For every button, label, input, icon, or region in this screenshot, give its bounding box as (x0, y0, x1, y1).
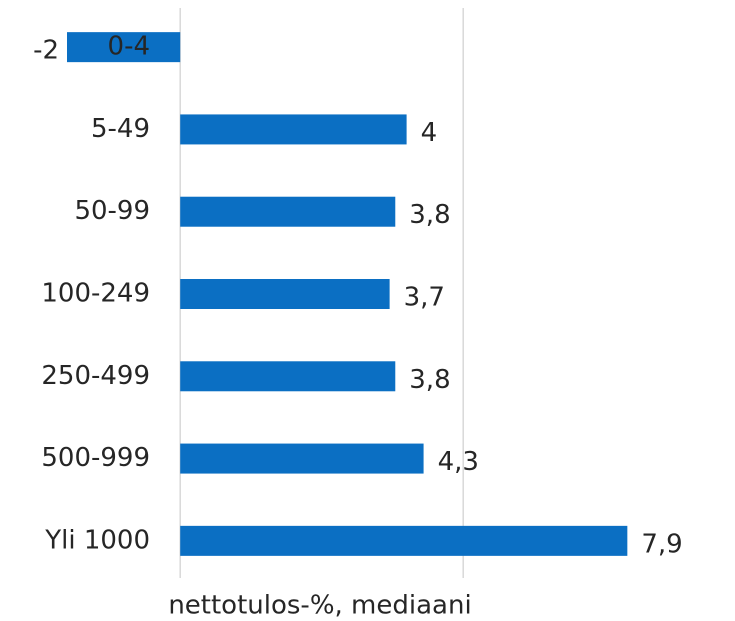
bar (67, 32, 181, 63)
x-axis-title: nettotulos-%, mediaani (168, 591, 471, 621)
value-label: 4,3 (438, 447, 479, 477)
y-tick-label: 50-99 (74, 196, 150, 226)
bar (180, 525, 628, 556)
y-tick-label: 250-499 (41, 361, 150, 391)
value-label: 3,7 (404, 283, 445, 313)
y-tick-label: 100-249 (41, 279, 150, 309)
y-tick-label: 0-4 (108, 32, 150, 62)
y-tick-label: 500-999 (41, 443, 150, 473)
y-tick-label: 5-49 (91, 114, 150, 144)
value-label: 7,9 (641, 529, 682, 559)
bar (180, 114, 407, 145)
y-tick-label: Yli 1000 (44, 525, 150, 555)
bar (180, 196, 396, 227)
bar (180, 443, 424, 474)
bar (180, 361, 396, 392)
value-label: 4 (421, 118, 438, 148)
value-label: 3,8 (409, 365, 450, 395)
value-label: -2 (33, 36, 59, 66)
bar (180, 279, 390, 309)
value-label: 3,8 (409, 200, 450, 230)
